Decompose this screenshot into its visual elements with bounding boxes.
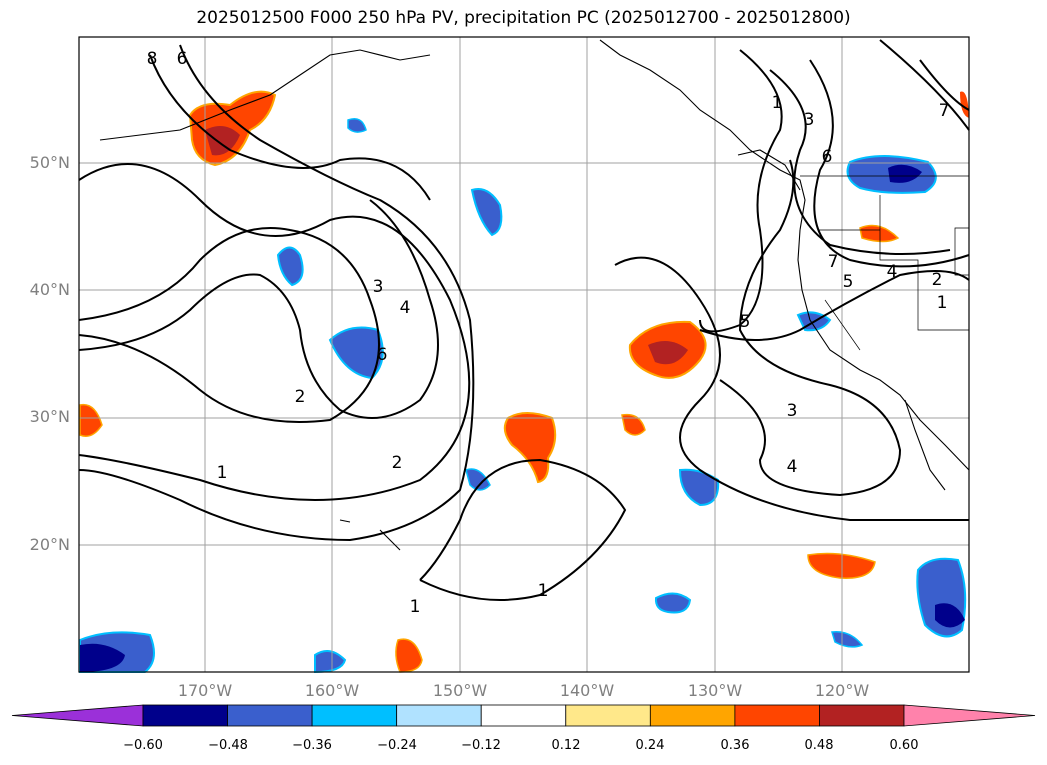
contour-label: 2 <box>392 453 403 473</box>
colorbar-tick-label: −0.24 <box>377 738 417 753</box>
lat-label-50: 50°N <box>29 153 70 172</box>
coastlines <box>99 39 970 551</box>
lon-label-140w: 140°W <box>559 681 615 700</box>
lon-label-120w: 120°W <box>814 681 870 700</box>
contour-label-group: 1 1 1 1 1 2 2 2 3 3 3 4 4 4 5 5 6 6 6 7 … <box>147 49 950 617</box>
lat-label-30: 30°N <box>29 407 70 426</box>
colorbar-extend-high <box>903 704 1036 727</box>
lon-label-130w: 130°W <box>687 681 743 700</box>
contour-label: 6 <box>177 49 188 69</box>
lon-label-150w: 150°W <box>432 681 488 700</box>
contour-label: 1 <box>772 93 783 113</box>
colorbar-tick-label: 0.36 <box>720 738 750 753</box>
colorbar-swatch <box>396 704 482 727</box>
contour-label: 3 <box>373 277 384 297</box>
colorbar-tick-label: 0.24 <box>635 738 665 753</box>
pv-contours <box>78 39 970 601</box>
colorbar-swatch <box>819 704 905 727</box>
contour-label: 6 <box>377 345 388 365</box>
contour-label: 7 <box>939 101 950 121</box>
contour-label: 1 <box>410 597 421 617</box>
contour-label: 7 <box>828 252 839 272</box>
lat-label-20: 20°N <box>29 535 70 554</box>
colorbar-swatch <box>227 704 313 727</box>
colorbar-extend-low <box>11 704 144 727</box>
contour-label: 3 <box>787 401 798 421</box>
colorbar-tick-label: 0.48 <box>804 738 834 753</box>
contour-label: 2 <box>932 270 943 290</box>
map-title: 2025012500 F000 250 hPa PV, precipitatio… <box>196 8 851 28</box>
colorbar-tick-label: 0.60 <box>889 738 919 753</box>
colorbar-tick-label: −0.48 <box>208 738 248 753</box>
contour-label: 8 <box>147 49 158 69</box>
colorbar-swatch <box>311 704 398 727</box>
lat-label-40: 40°N <box>29 280 70 299</box>
colorbar-tick-label: −0.36 <box>292 738 332 753</box>
colorbar-swatch <box>480 704 567 727</box>
lon-label-170w: 170°W <box>177 681 233 700</box>
colorbar-swatch <box>565 704 651 727</box>
colorbar-swatch <box>734 704 820 727</box>
contour-label: 5 <box>843 272 854 292</box>
map-frame <box>78 36 970 673</box>
colorbar-tick-label: −0.60 <box>123 738 163 753</box>
contour-label: 1 <box>937 293 948 313</box>
contour-label: 6 <box>822 147 833 167</box>
contour-label: 1 <box>538 581 549 601</box>
colorbar-tick-label: −0.12 <box>461 738 501 753</box>
colorbar-swatch <box>142 704 228 727</box>
colorbar-swatch <box>649 704 736 727</box>
contour-label: 5 <box>740 312 751 332</box>
graticule <box>79 37 969 672</box>
contour-label: 1 <box>217 463 228 483</box>
contour-label: 4 <box>400 298 411 318</box>
precip-shading <box>79 90 969 674</box>
contour-label: 4 <box>787 457 798 477</box>
contour-label: 2 <box>295 387 306 407</box>
colorbar-tick-label: 0.12 <box>551 738 581 753</box>
colorbar <box>11 704 1036 727</box>
lon-label-160w: 160°W <box>304 681 360 700</box>
contour-label: 3 <box>804 110 815 130</box>
contour-label: 4 <box>887 262 898 282</box>
